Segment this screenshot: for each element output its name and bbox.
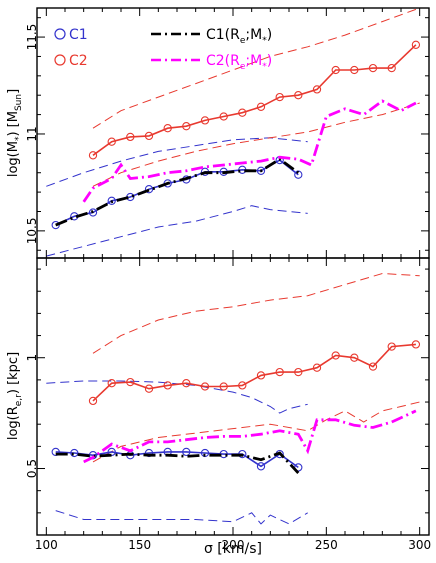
top-c1-mean-point [144, 185, 154, 194]
bottom-series-c1-lower [55, 510, 308, 525]
bottom-c1-mean-point [107, 447, 116, 457]
top-c2-mean-point [312, 85, 322, 94]
bottom-c2-mean-point [387, 342, 396, 351]
top-c2-mean-point [387, 63, 396, 73]
bottom-c1-mean-point [182, 447, 191, 457]
legend-c1-marker [54, 28, 66, 40]
bottom-c2-mean-point [163, 381, 172, 390]
bottom-c1-mean-point [70, 448, 79, 458]
top-series-c1-upper [46, 137, 308, 187]
top-c2-mean-point [163, 124, 172, 133]
legend-c1-label: C1 [69, 27, 88, 43]
top-c2-mean-point [238, 108, 247, 117]
top-ytick-label: 10.5 [25, 218, 39, 245]
legend-c2-marker [54, 54, 66, 66]
bottom-c2-mean-point [256, 371, 266, 380]
top-c2-mean-point [368, 63, 378, 73]
bottom-c2-mean-point [368, 362, 378, 371]
top-c2-mean-point [126, 132, 135, 142]
bottom-c1-mean-point [256, 462, 266, 471]
bottom-panel-marks [46, 272, 421, 525]
bottom-c2-mean-point [238, 381, 247, 390]
top-series-c2-fit [82, 99, 417, 203]
bottom-c2-mean-point [107, 379, 116, 388]
bottom-ytick-label: 0.5 [25, 459, 39, 478]
top-c1-mean-point [88, 208, 98, 217]
top-c2-mean-point [275, 92, 284, 102]
top-panel-marks [46, 7, 421, 257]
bottom-c2-mean-point [126, 377, 135, 387]
top-c2-mean-point [182, 122, 191, 131]
axis-ticks: 10.5 11 11.5 0.5 1 100 150 200 250 300 [25, 8, 431, 552]
top-c2-mean-point [107, 137, 116, 146]
legend: C1 C2 C1(Re;M*) C2(Re;M*) [54, 27, 272, 72]
legend-c2-fit-label: C2(Re;M*) [206, 53, 272, 72]
top-c2-mean-point [256, 102, 266, 111]
xtick-label: 200 [222, 538, 245, 552]
top-c2-mean-point [200, 116, 210, 125]
bottom-ytick-label: 1 [25, 354, 39, 362]
xtick-label: 150 [128, 538, 151, 552]
xtick-label: 250 [315, 538, 338, 552]
legend-c2-label: C2 [69, 53, 88, 69]
top-c1-mean-point [107, 196, 116, 205]
bottom-c2-mean-point [275, 367, 284, 377]
top-c2-mean-point [144, 131, 154, 141]
top-c2-mean-point [411, 40, 421, 49]
top-c2-mean-point [331, 65, 340, 75]
top-c2-mean-point [350, 65, 359, 75]
bottom-series-c2-mean [92, 343, 416, 402]
top-series-c1-lower [46, 205, 308, 257]
top-c2-mean-point [219, 112, 228, 121]
bottom-c2-mean-point [182, 379, 191, 388]
legend-c1-fit-label: C1(Re;M*) [206, 27, 272, 46]
top-ytick-label: 11 [25, 126, 39, 141]
bottom-c2-mean-point [411, 340, 421, 349]
xtick-label: 300 [408, 538, 431, 552]
bottom-series-c1-upper [46, 380, 308, 414]
top-panel-frame [36, 7, 430, 259]
bottom-c2-mean-point [331, 351, 340, 360]
xtick-label: 100 [35, 538, 58, 552]
bottom-series-c2-fit [83, 409, 417, 464]
bottom-series-c2-lower [92, 401, 420, 463]
bottom-series-c2-upper [92, 272, 420, 354]
top-ylabel: log(M*) [MSun] [6, 89, 24, 177]
x-axis-label: σ [km/s] [204, 541, 262, 557]
bottom-ylabel: log(Re,r) [kpc] [6, 352, 24, 440]
bottom-c2-mean-point [144, 384, 154, 393]
bottom-series-c1-fit [55, 451, 300, 474]
top-c2-mean-point [294, 91, 303, 100]
bottom-panel-frame [36, 257, 430, 536]
bottom-c2-mean-point [219, 382, 228, 391]
top-ytick-label: 11.5 [25, 24, 39, 51]
bottom-c2-mean-point [350, 353, 359, 362]
top-series-c2-lower [92, 102, 420, 187]
top-c1-mean-point [256, 166, 266, 175]
top-series-c1-fit [55, 157, 300, 227]
top-c2-mean-point [88, 151, 98, 160]
bottom-c2-mean-point [294, 367, 303, 377]
bottom-c2-mean-point [312, 363, 322, 372]
top-series-c2-upper [92, 7, 420, 129]
bottom-c2-mean-point [200, 382, 210, 391]
bottom-c2-mean-point [88, 396, 98, 406]
